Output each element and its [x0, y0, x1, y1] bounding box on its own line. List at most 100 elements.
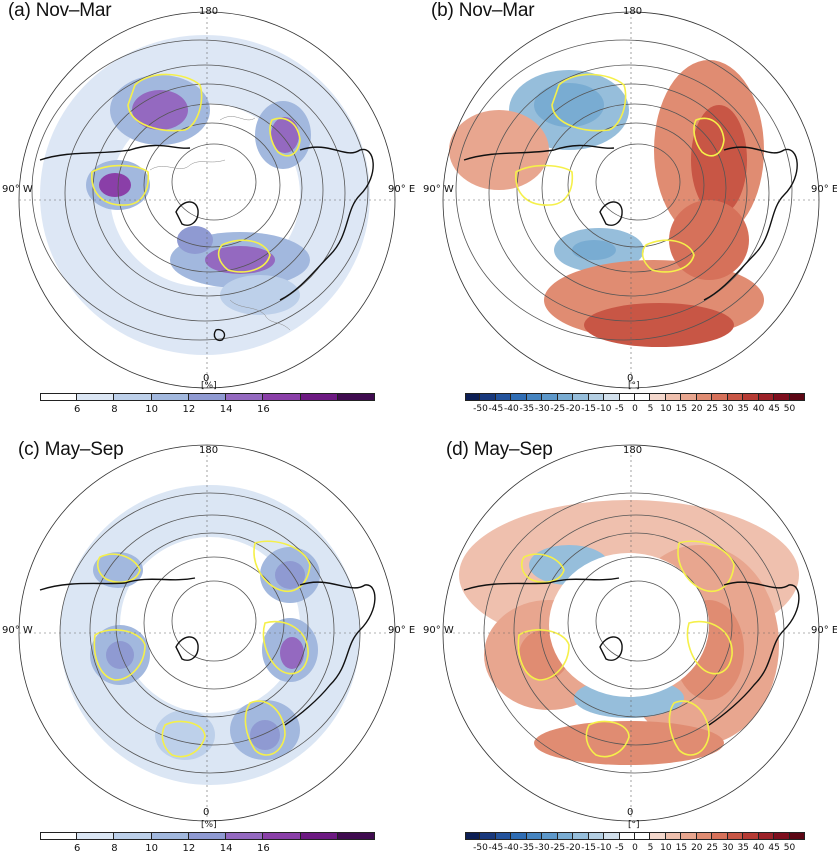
colorbar-tick-label: 12 — [182, 843, 196, 854]
colorbar-swatch — [188, 832, 227, 840]
colorbar-swatch — [465, 832, 481, 840]
colorbar-tick-label: -25 — [550, 404, 566, 414]
colorbar-unit: [°] — [628, 381, 640, 391]
colorbar-tick-label: 35 — [737, 843, 749, 853]
polar-map-c — [18, 444, 396, 822]
panel-title: (b) Nov–Mar — [431, 0, 535, 21]
label-90w: 90° W — [423, 625, 454, 636]
colorbar-freq: [%] 6 8 10 12 14 16 — [40, 820, 375, 854]
colorbar-tick-label: 50 — [783, 843, 796, 853]
label-90e: 90° E — [811, 625, 837, 636]
yellow-contours — [515, 73, 725, 273]
colorbar-swatch — [712, 832, 728, 840]
label-90w: 90° W — [423, 184, 454, 195]
colorbar-tick-label: 10 — [145, 404, 159, 415]
label-90e: 90° E — [388, 184, 416, 195]
label-0: 0 — [627, 807, 634, 818]
colorbar-tick-label: -25 — [550, 843, 566, 853]
height-contours — [455, 39, 793, 341]
colorbar-swatch — [557, 832, 574, 840]
colorbar-unit: [°] — [628, 820, 640, 830]
colorbar-swatch — [151, 393, 189, 401]
colorbar-swatch — [665, 393, 682, 401]
colorbar-swatch — [526, 393, 543, 401]
colorbar-swatch — [300, 393, 338, 401]
colorbar-tick-label: 16 — [256, 843, 270, 854]
colorbar-tick-label: -5 — [615, 843, 625, 853]
colorbar-swatch — [727, 832, 744, 840]
panel-c: (c) May–Sep — [0, 425, 418, 854]
colorbar-tick-label: -50 — [473, 404, 488, 414]
colorbar-swatch — [696, 832, 713, 840]
polar-map-a — [18, 11, 396, 389]
label-180: 180 — [623, 6, 643, 17]
colorbar-swatch — [588, 832, 605, 840]
colorbar-swatch — [789, 393, 805, 401]
colorbar-tick-label: -45 — [488, 843, 504, 853]
colorbar-swatch — [77, 393, 115, 401]
label-0: 0 — [203, 373, 210, 384]
colorbar-swatch — [758, 393, 775, 401]
colorbar-swatch — [542, 832, 558, 840]
colorbar-tick-label: 20 — [691, 404, 703, 414]
colorbar-tick-label: -30 — [534, 404, 550, 414]
colorbar-tick-label: 30 — [721, 404, 734, 414]
colorbar-unit: [%] — [201, 381, 217, 391]
colorbar-swatch — [77, 832, 115, 840]
colorbar-tick-label: -20 — [565, 843, 581, 853]
colorbar-tick-label: 40 — [752, 404, 765, 414]
colorbar-tick-label: 8 — [111, 843, 118, 854]
colorbar-swatch — [542, 393, 558, 401]
colorbar-swatch — [681, 393, 697, 401]
colorbar-tick-label: 14 — [219, 404, 233, 415]
colorbar-swatch — [337, 393, 375, 401]
colorbar-tick-label: 45 — [768, 843, 780, 853]
colorbar-tick-label: -40 — [504, 404, 519, 414]
colorbar-swatch — [588, 393, 605, 401]
label-90w: 90° W — [2, 184, 33, 195]
colorbar-tick-label: 25 — [706, 404, 718, 414]
colorbar-swatch — [758, 832, 775, 840]
colorbar-tick-label: 6 — [74, 843, 81, 854]
colorbar-swatch — [480, 393, 496, 401]
colorbar-tick-label: 45 — [768, 404, 780, 414]
topography-contours — [39, 144, 374, 342]
colorbar-swatch — [712, 393, 728, 401]
colorbar-tick-label: 10 — [660, 404, 672, 414]
label-90e: 90° E — [811, 184, 837, 195]
colorbar-swatch — [480, 832, 496, 840]
colorbar-tick-label: 10 — [145, 843, 159, 854]
label-0: 0 — [627, 373, 634, 384]
colorbar-tick-label: -30 — [534, 843, 550, 853]
colorbar-angle: [°] -50 -45 -40 -35 -30 -25 -20 -15 -10 -5 0 5 10 15 2… — [465, 381, 805, 417]
colorbar-swatch — [511, 393, 527, 401]
polar-map-b — [442, 11, 820, 389]
colorbar-swatch — [573, 832, 589, 840]
colorbar-swatch — [114, 832, 152, 840]
colorbar-swatch — [495, 832, 512, 840]
label-180: 180 — [199, 445, 219, 456]
coastlines — [149, 116, 291, 331]
yellow-contours — [91, 73, 301, 273]
colorbar-swatch — [619, 832, 635, 840]
colorbar-swatch — [263, 832, 301, 840]
colorbar-swatch — [604, 832, 620, 840]
label-180: 180 — [199, 6, 219, 17]
fill-layer — [60, 485, 360, 785]
colorbar-swatch — [743, 393, 759, 401]
colorbar-tick-label: 20 — [691, 843, 703, 853]
colorbar-swatch — [635, 393, 651, 401]
colorbar-tick-label: -35 — [519, 843, 535, 853]
colorbar-swatch — [337, 832, 375, 840]
colorbar-tick-label: -45 — [488, 404, 504, 414]
colorbar-tick-label: 6 — [74, 404, 81, 415]
colorbar-swatch — [774, 393, 790, 401]
colorbar-freq: [%] 6 8 10 12 14 16 — [40, 381, 375, 417]
colorbar-tick-label: 14 — [219, 843, 233, 854]
colorbar-tick-label: -5 — [615, 404, 625, 414]
fill-layer — [459, 500, 799, 765]
colorbar-tick-label: -40 — [504, 843, 519, 853]
colorbar-tick-label: 0 — [632, 404, 638, 414]
colorbar-tick-label: 40 — [752, 843, 765, 853]
colorbar-tick-label: -20 — [565, 404, 581, 414]
